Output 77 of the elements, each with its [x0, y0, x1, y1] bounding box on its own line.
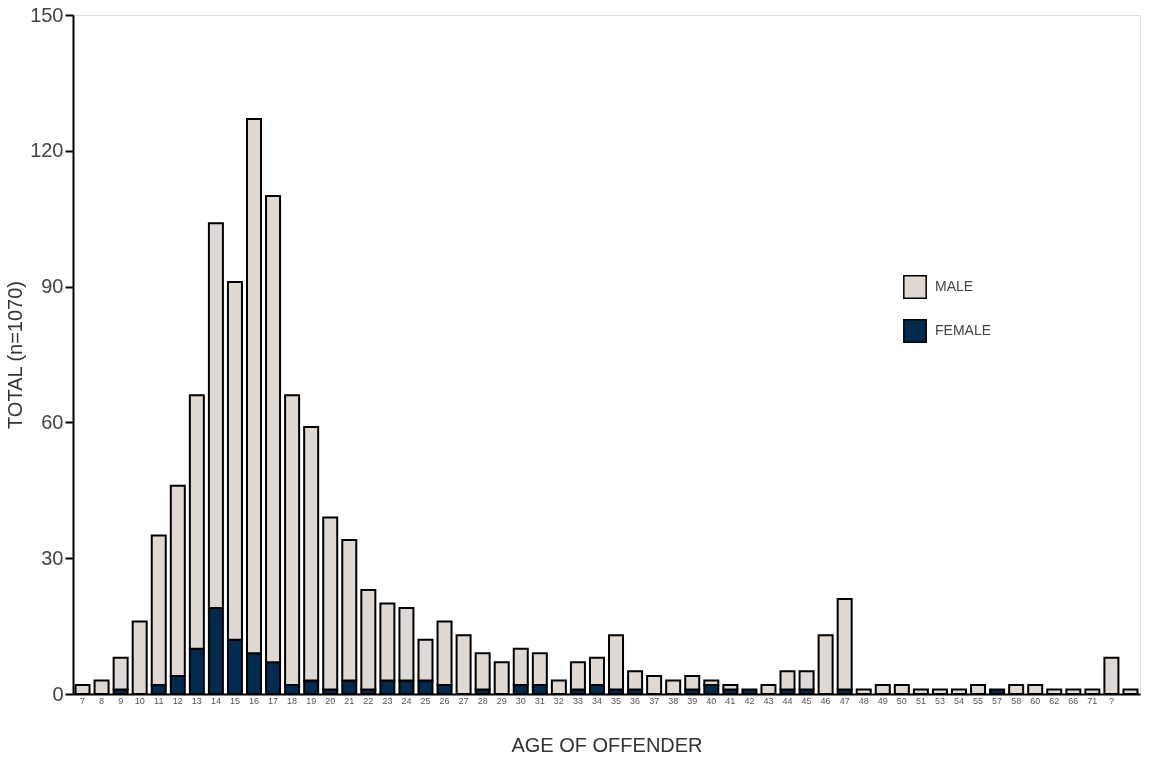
- x-tick-label: 58: [1011, 695, 1022, 706]
- x-tick-label: 40: [706, 695, 717, 706]
- x-tick-label: 45: [801, 695, 812, 706]
- y-tick-label: 90: [41, 275, 64, 298]
- bar: [360, 588, 377, 691]
- y-tick-label: 0: [52, 682, 64, 705]
- x-tick-label: 29: [496, 695, 507, 706]
- x-tick-label: 55: [973, 695, 984, 706]
- bar: [627, 670, 644, 691]
- x-tick-label: 32: [553, 695, 564, 706]
- x-tick-label: 16: [249, 695, 260, 706]
- bar: [684, 674, 701, 691]
- x-tick-label: 11: [154, 695, 164, 706]
- x-tick-label: 43: [763, 695, 774, 706]
- x-tick-label: 33: [572, 695, 583, 706]
- y-tick-label: 30: [41, 546, 64, 569]
- x-tick-label: 7: [80, 695, 86, 706]
- x-tick-label: 44: [782, 695, 793, 706]
- bar: [798, 670, 815, 691]
- x-tick-label: 60: [1030, 695, 1041, 706]
- bar: [474, 652, 491, 691]
- x-tick-label: 9: [118, 695, 124, 706]
- bar: [779, 670, 796, 691]
- x-tick-label: 66: [1068, 695, 1079, 706]
- x-tick-label: 35: [611, 695, 622, 706]
- x-tick-label: 14: [210, 695, 221, 706]
- bar: [836, 597, 853, 691]
- x-tick-label: 42: [744, 695, 755, 706]
- x-tick-label: 57: [992, 695, 1003, 706]
- x-tick-label: 48: [858, 695, 869, 706]
- x-tick-label: 36: [630, 695, 641, 706]
- x-tick-label: 39: [687, 695, 698, 706]
- y-axis-title: TOTAL (n=1070): [4, 280, 27, 430]
- x-tick-label: 62: [1049, 695, 1060, 706]
- legend-label: FEMALE: [935, 322, 992, 338]
- x-axis-title: AGE OF OFFENDER: [511, 733, 703, 756]
- x-tick-label: 51: [915, 695, 926, 706]
- x-tick-label: 28: [477, 695, 488, 706]
- x-tick-label: 53: [934, 695, 945, 706]
- x-tick-label: 49: [877, 695, 888, 706]
- x-tick-label: 13: [191, 695, 202, 706]
- x-tick-label: 46: [820, 695, 831, 706]
- x-tick-label: 15: [229, 695, 240, 706]
- y-tick-label: 150: [30, 3, 64, 26]
- bar: [722, 683, 739, 691]
- x-tick-label: 30: [515, 695, 526, 706]
- x-tick-label: 71: [1087, 695, 1098, 706]
- legend-label: MALE: [935, 278, 974, 294]
- bar: [608, 634, 625, 691]
- x-tick-label: 26: [439, 695, 450, 706]
- x-tick-label: ?: [1108, 695, 1114, 706]
- x-tick-label: 12: [172, 695, 183, 706]
- x-tick-label: 20: [325, 695, 336, 706]
- x-tick-label: 54: [953, 695, 964, 706]
- x-tick-label: 17: [268, 695, 279, 706]
- x-tick-label: 18: [287, 695, 298, 706]
- x-tick-label: 27: [458, 695, 469, 706]
- y-tick-label: 120: [30, 139, 64, 162]
- x-tick-label: 47: [839, 695, 850, 706]
- x-tick-label: 31: [534, 695, 545, 706]
- x-tick-label: 41: [725, 695, 736, 706]
- y-tick-label: 60: [41, 410, 64, 433]
- bar: [322, 516, 339, 691]
- x-tick-label: 21: [344, 695, 355, 706]
- x-tick-label: 19: [306, 695, 317, 706]
- x-tick-label: 22: [363, 695, 374, 706]
- x-tick-label: 34: [591, 695, 602, 706]
- bar: [112, 656, 129, 691]
- bar: [569, 661, 586, 691]
- x-tick-label: 37: [649, 695, 660, 706]
- x-tick-label: 38: [668, 695, 679, 706]
- x-tick-label: 8: [99, 695, 105, 706]
- x-tick-label: 24: [401, 695, 412, 706]
- x-tick-label: 25: [420, 695, 431, 706]
- x-tick-label: 10: [134, 695, 145, 706]
- x-tick-label: 50: [896, 695, 907, 706]
- x-tick-label: 23: [382, 695, 393, 706]
